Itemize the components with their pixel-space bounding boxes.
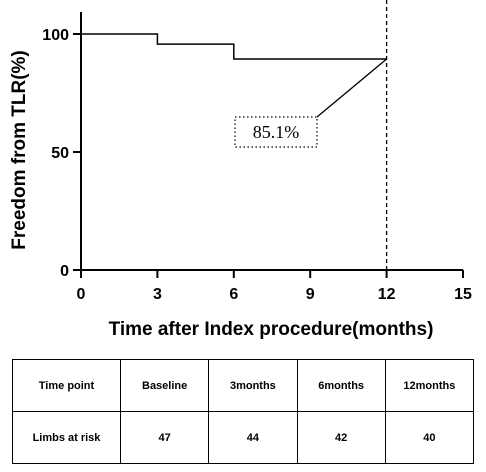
table-cell: 40 xyxy=(384,411,475,464)
table-cell: 12months xyxy=(384,359,475,412)
row-label-cell: Time point xyxy=(12,359,121,412)
table-row: Limbs at risk 47 44 42 40 xyxy=(12,411,475,464)
y-tick-label: 0 xyxy=(60,263,69,280)
table-cell: 47 xyxy=(119,411,210,464)
annotations: 85.1% xyxy=(234,58,388,148)
km-chart: 0 50 100 0 3 6 9 12 15 85.1% Freedom from TLR(%)… xyxy=(9,0,472,340)
y-axis-label: Freedom from TLR(%) xyxy=(9,50,30,250)
x-tick-label: 9 xyxy=(306,286,315,303)
annotation-leader-line xyxy=(316,58,388,118)
annotation-label: 85.1% xyxy=(253,122,300,142)
x-tick-label: 3 xyxy=(153,286,162,303)
table-cell: 42 xyxy=(296,411,386,464)
x-axis-label: Time after Index procedure(months) xyxy=(109,319,434,340)
x-tick-label: 0 xyxy=(77,286,86,303)
risk-table: Time point Baseline 3months 6months 12months… xyxy=(12,359,475,464)
x-tick-label: 12 xyxy=(378,286,396,303)
y-tick-label: 50 xyxy=(51,145,69,162)
table-cell: 3months xyxy=(208,359,298,412)
survival-step-line xyxy=(81,33,387,60)
table-cell: 44 xyxy=(208,411,298,464)
x-tick-label: 15 xyxy=(454,286,472,303)
table-cell: 6months xyxy=(296,359,386,412)
axes: 0 50 100 0 3 6 9 12 15 xyxy=(42,0,472,303)
table-header-row: Time point Baseline 3months 6months 12months xyxy=(12,359,475,412)
table-cell: Baseline xyxy=(119,359,210,412)
y-tick-label: 100 xyxy=(42,27,69,44)
series-group xyxy=(81,33,387,60)
x-tick-label: 6 xyxy=(229,286,238,303)
annotation-box xyxy=(234,116,318,148)
row-label-cell: Limbs at risk xyxy=(12,411,121,464)
